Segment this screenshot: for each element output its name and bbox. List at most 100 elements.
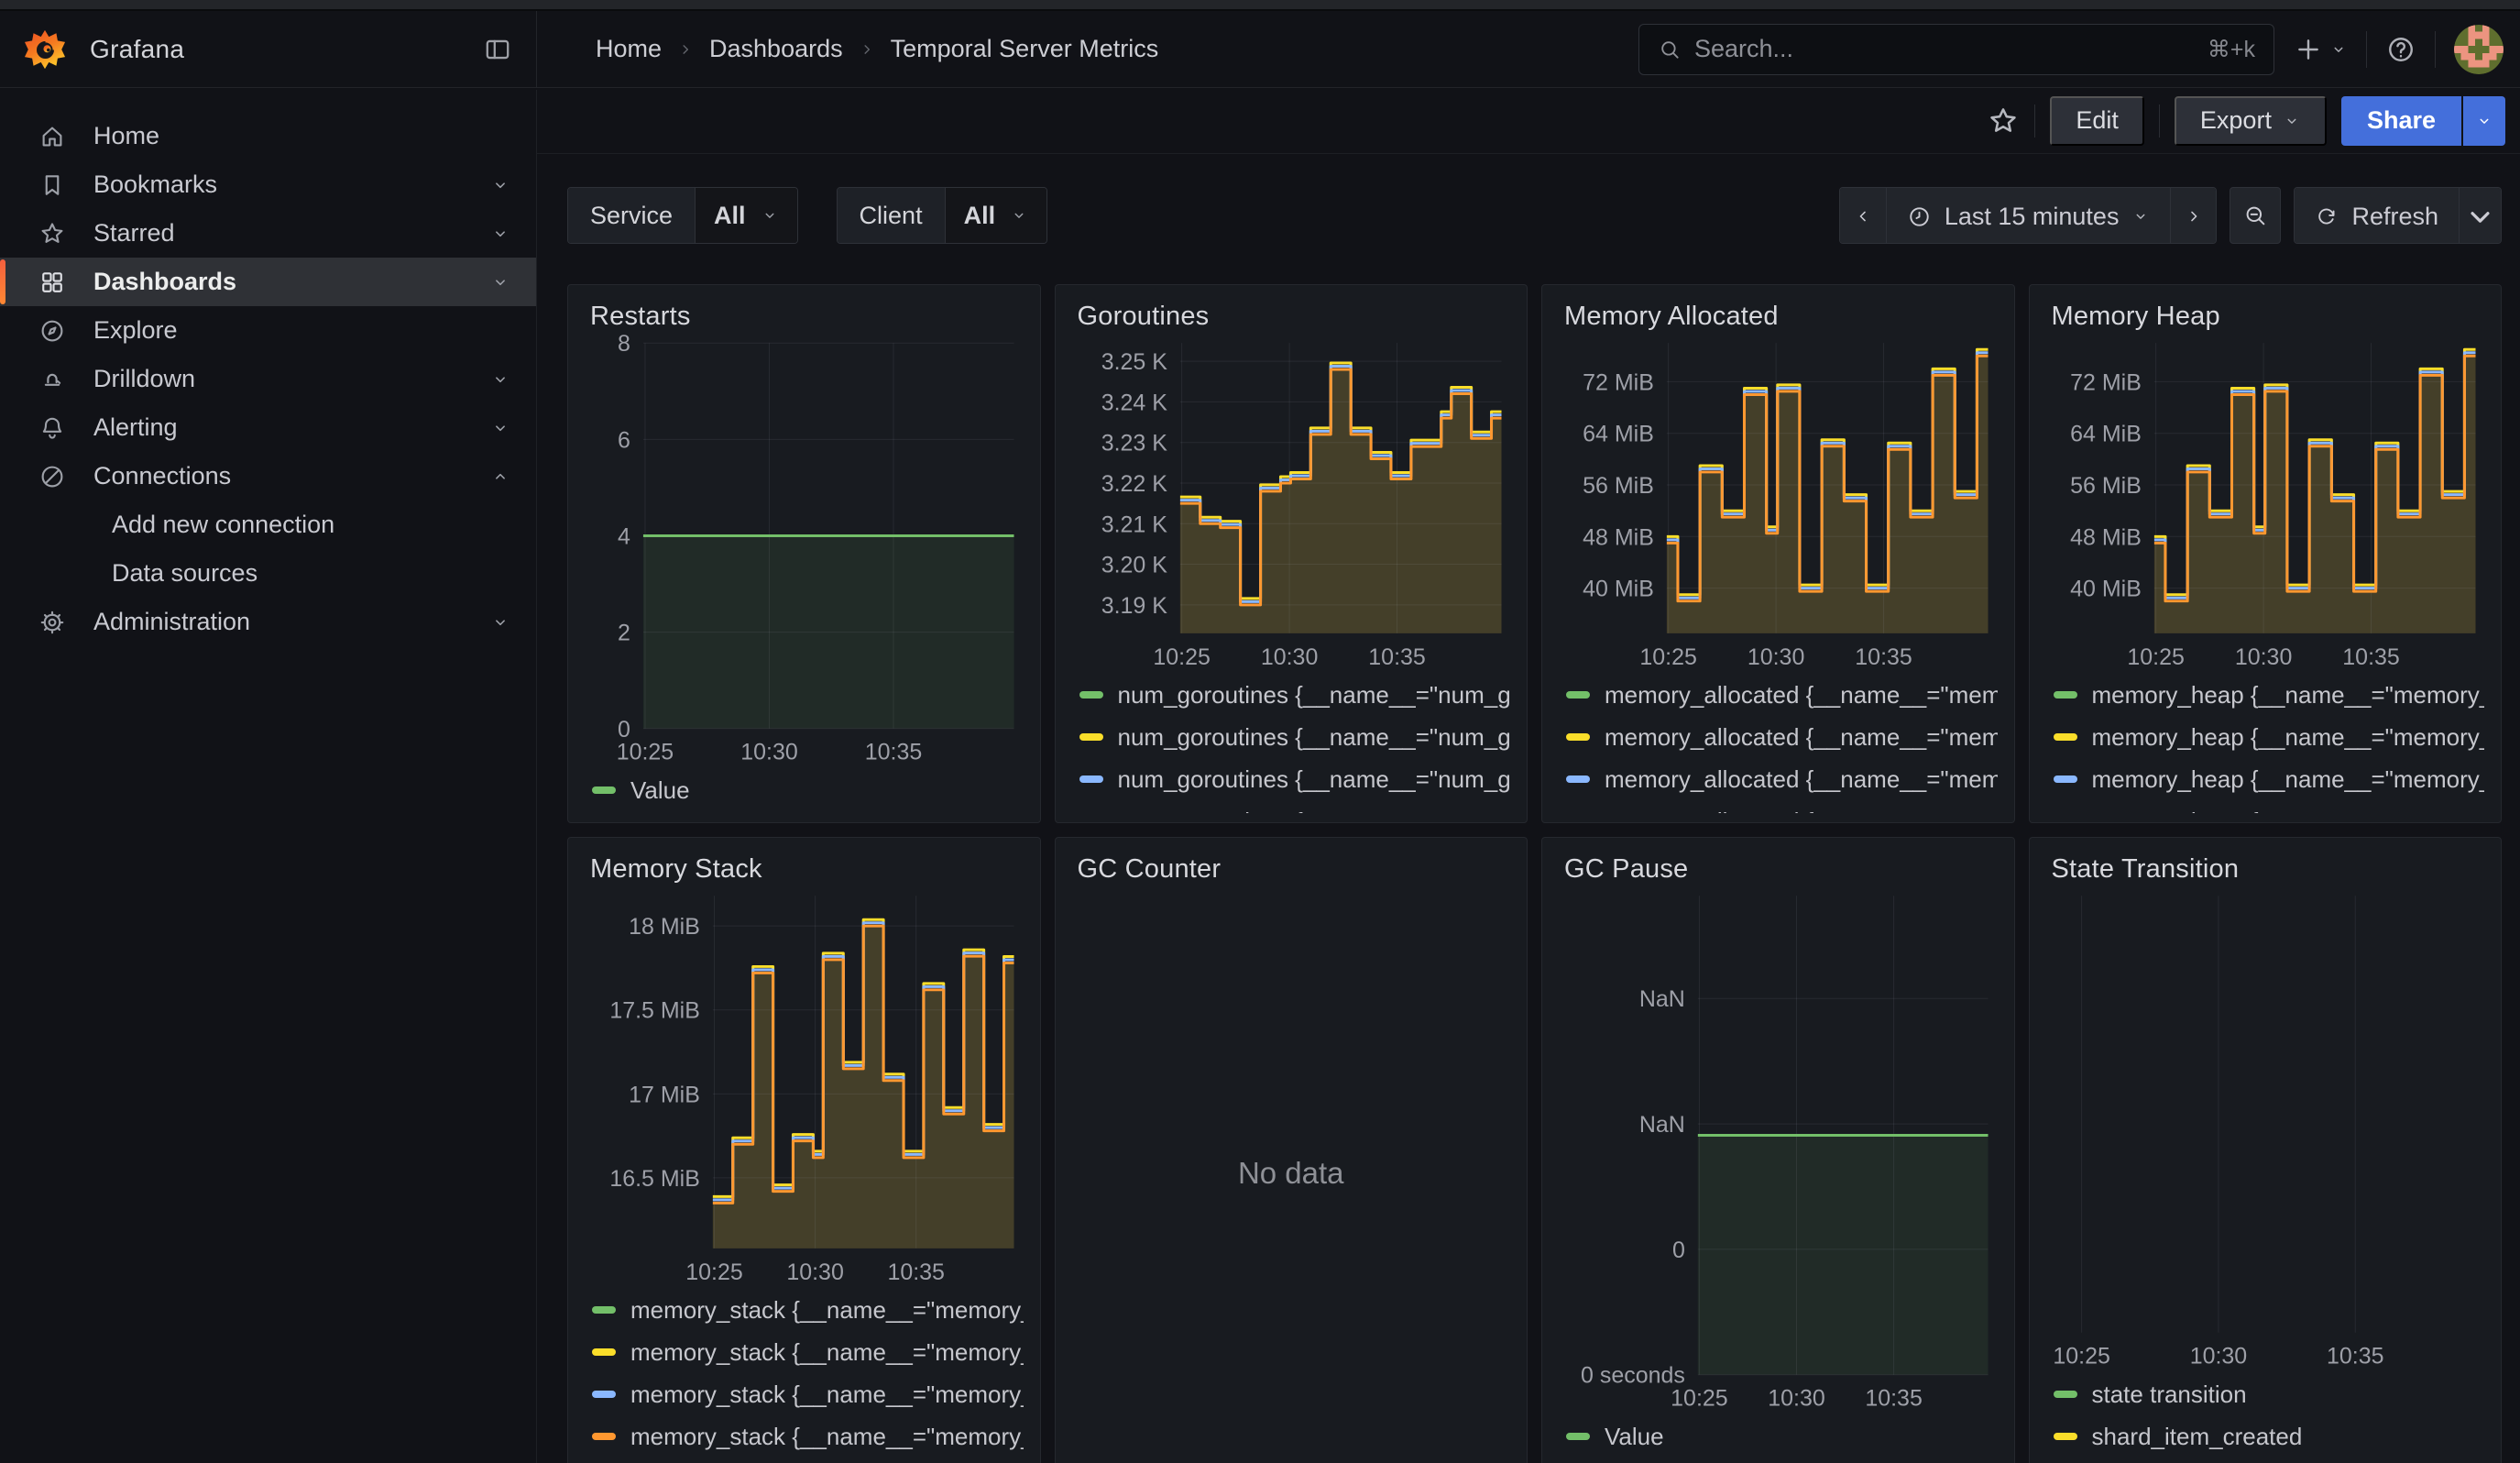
sidebar-item-dashboards[interactable]: Dashboards [0, 258, 536, 306]
search-input[interactable] [1694, 35, 2195, 63]
svg-text:0 seconds: 0 seconds [1581, 1363, 1685, 1389]
legend-series-label: memory_allocated {__name__="memo [1605, 681, 1998, 710]
add-new-button[interactable] [2293, 34, 2348, 65]
sidebar-item-home[interactable]: Home [0, 112, 536, 160]
legend-item[interactable]: memory_allocated {__name__="memo [1566, 674, 1998, 716]
sidebar-item-alerting[interactable]: Alerting [0, 403, 536, 452]
sidebar-item-starred[interactable]: Starred [0, 209, 536, 258]
legend-item[interactable]: memory_allocated {__name__="memo [1566, 716, 1998, 758]
legend-item[interactable]: memory_heap {__name__="memory_h [2054, 674, 2485, 716]
breadcrumb-item[interactable]: Dashboards [709, 35, 843, 63]
user-avatar[interactable] [2454, 25, 2504, 74]
svg-text:10:30: 10:30 [2189, 1344, 2246, 1370]
svg-text:0: 0 [1672, 1238, 1685, 1263]
zoom-out-button[interactable] [2230, 187, 2281, 244]
service-filter-selected: All [714, 202, 746, 230]
chevron-down-icon [2460, 196, 2501, 237]
legend-item[interactable]: num_goroutines {__name__="num_go [1079, 716, 1511, 758]
legend-item[interactable]: memory_stack {__name__="memory_s [592, 1289, 1024, 1331]
sidebar-item-label: Starred [93, 219, 175, 248]
legend-series-label: memory_heap {__name__="memory_h [2092, 765, 2485, 794]
edit-button[interactable]: Edit [2050, 96, 2144, 146]
sidebar-item-explore[interactable]: Explore [0, 306, 536, 355]
service-filter-value[interactable]: All [696, 188, 797, 243]
panel-memory-stack: Memory Stack 16.5 MiB17 MiB17.5 MiB18 Mi… [567, 837, 1041, 1463]
refresh-interval-button[interactable] [2459, 188, 2501, 244]
restarts-chart[interactable]: 0246810:2510:3010:35 [585, 334, 1024, 769]
sidebar-item-administration[interactable]: Administration [0, 598, 536, 646]
favorite-star-icon[interactable] [1987, 104, 2020, 138]
legend-series-color [2054, 1433, 2077, 1440]
memory-stack-chart[interactable]: 16.5 MiB17 MiB17.5 MiB18 MiB10:2510:3010… [585, 886, 1024, 1289]
share-dropdown-button[interactable] [2463, 96, 2505, 146]
legend-item[interactable]: memory_heap {__name__="memory_h [2054, 716, 2485, 758]
legend-item[interactable]: memory_allocated {__name__="memo [1566, 758, 1998, 800]
sidebar-item-label: Data sources [112, 559, 257, 588]
legend-item[interactable]: memory_heap {__name__="memory_h [2054, 800, 2485, 813]
help-button[interactable] [2385, 34, 2416, 65]
search-box[interactable]: ⌘+k [1638, 24, 2274, 75]
svg-text:10:25: 10:25 [1153, 644, 1210, 670]
panel-title[interactable]: State Transition [2052, 854, 2485, 885]
panel-title[interactable]: Restarts [590, 302, 1024, 332]
sidebar-item-add-new-connection[interactable]: Add new connection [0, 500, 536, 549]
connections-icon [38, 463, 66, 490]
legend-item[interactable]: memory_stack {__name__="memory_s [592, 1331, 1024, 1373]
panel-title[interactable]: Memory Allocated [1564, 302, 1998, 332]
state-transition-chart[interactable]: 10:2510:3010:35 [2046, 886, 2485, 1373]
panel-title[interactable]: Memory Stack [590, 854, 1024, 885]
panel-title[interactable]: Goroutines [1078, 302, 1511, 332]
sidebar-item-connections[interactable]: Connections [0, 452, 536, 500]
svg-text:2: 2 [618, 621, 630, 646]
legend-item[interactable]: num_goroutines {__name__="num_go [1079, 758, 1511, 800]
legend-item[interactable]: memory_heap {__name__="memory_h [2054, 758, 2485, 800]
time-forward-button[interactable] [2170, 188, 2216, 244]
svg-text:10:25: 10:25 [1639, 644, 1696, 670]
legend-item[interactable]: num_goroutines {__name__="num_go [1079, 800, 1511, 813]
legend-item[interactable]: memory_stack {__name__="memory_s [592, 1373, 1024, 1415]
memory-heap-chart[interactable]: 40 MiB48 MiB56 MiB64 MiB72 MiB10:2510:30… [2046, 334, 2485, 674]
sidebar-item-drilldown[interactable]: Drilldown [0, 355, 536, 403]
svg-text:10:35: 10:35 [887, 1260, 944, 1285]
svg-text:10:30: 10:30 [740, 740, 797, 765]
sidebar-item-data-sources[interactable]: Data sources [0, 549, 536, 598]
bell-icon [38, 414, 66, 442]
gc-pause-chart[interactable]: 0 seconds0NaNNaN10:2510:3010:35 [1559, 886, 1998, 1415]
time-back-button[interactable] [1840, 188, 1886, 244]
legend-item[interactable]: state transition [2054, 1373, 2485, 1415]
legend-item[interactable]: Value [592, 769, 1024, 811]
sidebar-item-bookmarks[interactable]: Bookmarks [0, 160, 536, 209]
panel-title[interactable]: Memory Heap [2052, 302, 2485, 332]
legend-series-label: state transition [2092, 1380, 2247, 1409]
chevron-down-icon [2475, 112, 2493, 130]
panel-title[interactable]: GC Counter [1078, 854, 1511, 885]
panel-gc-pause: GC Pause 0 seconds0NaNNaN10:2510:3010:35… [1541, 837, 2015, 1463]
panel-title[interactable]: GC Pause [1564, 854, 1998, 885]
refresh-button[interactable]: Refresh [2295, 188, 2459, 244]
memory-allocated-chart[interactable]: 40 MiB48 MiB56 MiB64 MiB72 MiB10:2510:30… [1559, 334, 1998, 674]
filters-row: Service All Client All Last 15 minutes [537, 187, 2520, 244]
legend-series-color [1079, 776, 1103, 783]
client-filter-value[interactable]: All [946, 188, 1047, 243]
legend-item[interactable]: memory_stack {__name__="memory_s [592, 1415, 1024, 1458]
legend-item[interactable]: num_goroutines {__name__="num_go [1079, 674, 1511, 716]
sidebar-item-label: Home [93, 122, 159, 150]
home-icon [38, 123, 66, 150]
time-range-picker[interactable]: Last 15 minutes [1886, 188, 2171, 244]
svg-text:64 MiB: 64 MiB [2070, 422, 2142, 447]
goroutines-chart[interactable]: 3.19 K3.20 K3.21 K3.22 K3.23 K3.24 K3.25… [1072, 334, 1511, 674]
share-split-button: Share [2341, 96, 2505, 146]
sidebar-item-label: Drilldown [93, 365, 195, 393]
legend-item[interactable]: shard_item_created [2054, 1415, 2485, 1458]
legend-series-color [2054, 691, 2077, 698]
breadcrumb-item[interactable]: Temporal Server Metrics [891, 35, 1159, 63]
export-button[interactable]: Export [2175, 96, 2327, 146]
client-filter: Client All [837, 187, 1048, 244]
svg-text:17 MiB: 17 MiB [629, 1082, 700, 1107]
legend-item[interactable]: Value [1566, 1415, 1998, 1458]
breadcrumb-item[interactable]: Home [596, 35, 662, 63]
share-button[interactable]: Share [2341, 96, 2461, 146]
legend-item[interactable]: memory_allocated {__name__="memo [1566, 800, 1998, 813]
legend: state transition shard_item_created [2046, 1373, 2485, 1459]
dock-menu-icon[interactable] [483, 35, 512, 64]
